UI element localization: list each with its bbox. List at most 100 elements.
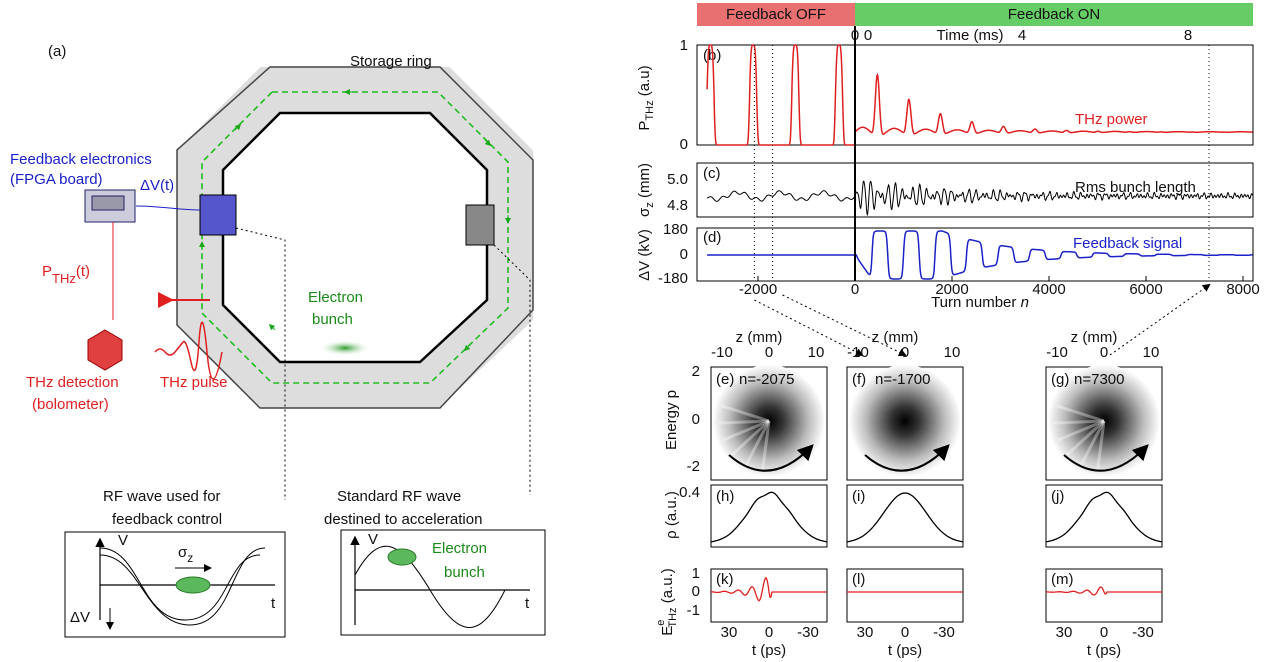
label: (j)	[1051, 488, 1064, 505]
label: THz detection	[26, 374, 119, 391]
phase-space-filament	[720, 404, 770, 423]
label: (k)	[716, 571, 734, 588]
phase-space-filament	[1079, 420, 1106, 467]
z-tick-label: 10	[1143, 344, 1160, 361]
z-tick-label: -10	[1046, 344, 1068, 361]
x-axis-label-part: Turn number	[931, 294, 1020, 311]
x-tick-label: 4000	[1032, 281, 1065, 298]
t-tick-label: 30	[1056, 624, 1073, 641]
label: Electron	[432, 540, 487, 557]
energy-tick-label: -2	[687, 458, 700, 475]
label: Feedback electronics	[10, 151, 152, 168]
label: (c)	[703, 165, 721, 182]
sigma-z-part: σ	[178, 544, 188, 561]
y-axis-label-part: ρ (a.u.)	[663, 491, 680, 539]
feedback-on-bar	[855, 3, 1253, 26]
t-tick-label: -30	[933, 624, 955, 641]
t-tick-label: 0	[765, 624, 773, 641]
label: Electron	[308, 289, 363, 306]
phase-space-filament	[744, 420, 771, 467]
t-tick-label: 0	[1100, 624, 1108, 641]
label: (i)	[852, 488, 865, 505]
field-curve	[710, 576, 827, 602]
label: t	[525, 595, 530, 612]
y-axis-label-part: e	[655, 620, 667, 626]
z-tick-label: 0	[765, 344, 773, 361]
y-tick-label: -180	[658, 270, 688, 287]
storage-ring	[64, 66, 546, 638]
label: Feedback ON	[1008, 6, 1101, 23]
label: n=-2075	[739, 371, 794, 388]
label: z (mm)	[736, 329, 783, 346]
x-axis-label: Turn number n	[931, 294, 1029, 311]
label: z (mm)	[872, 329, 919, 346]
x-tick-label: 0	[851, 281, 859, 298]
t-tick-label: -30	[797, 624, 819, 641]
rotation-arrow	[1063, 444, 1149, 472]
label: (a)	[48, 43, 66, 60]
energy-tick-label: 0	[692, 411, 700, 428]
y-tick-label: 5.0	[667, 171, 688, 188]
label: n=-1700	[875, 371, 930, 388]
label: z (mm)	[1071, 329, 1118, 346]
label: feedback control	[112, 511, 222, 528]
t-tick-label: 0	[901, 624, 909, 641]
field-frame	[1045, 568, 1163, 623]
label: (f)	[852, 371, 866, 388]
label: THz power	[1075, 111, 1148, 128]
z-tick-label: -10	[847, 344, 869, 361]
p-thz-label-part: (t)	[76, 263, 90, 280]
phase-space-filament	[761, 420, 771, 471]
y-axis-label-part: (a.u.)	[659, 568, 676, 607]
y-axis-label-part: THz	[644, 100, 656, 120]
field-frame	[710, 568, 828, 623]
label: Standard RF wave	[337, 488, 461, 505]
x-axis-label-part: n	[1021, 294, 1029, 311]
t-tick-label: 30	[721, 624, 738, 641]
phase-space-filament	[1057, 419, 1105, 442]
field-frame	[846, 568, 964, 623]
t-tick-label: 30	[857, 624, 874, 641]
snapshot-arrow	[754, 299, 864, 356]
time-tick-label: 8	[1184, 27, 1192, 44]
phase-space-filament	[1055, 404, 1105, 423]
plot-frame	[696, 227, 1254, 282]
e-tick-label: 1	[692, 565, 700, 582]
label: Time (ms)	[937, 27, 1004, 44]
plot-frame	[696, 162, 1254, 218]
label: THz pulse	[160, 374, 228, 391]
rho-curve	[846, 492, 964, 543]
e-tick-label: 0	[692, 583, 700, 600]
p-thz-label: PTHz(t)	[42, 263, 90, 286]
e-tick-label: -1	[687, 602, 700, 619]
label: (e)	[716, 371, 734, 388]
label: V	[118, 532, 128, 549]
label: t (ps)	[888, 642, 922, 659]
label: t	[271, 595, 276, 612]
label: t (ps)	[1087, 642, 1121, 659]
phase-space-filament	[1053, 419, 1105, 425]
z-tick-label: 0	[901, 344, 909, 361]
rho-frame	[710, 484, 828, 548]
label: (bolometer)	[32, 396, 109, 413]
x-tick-label: 2000	[935, 281, 968, 298]
y-axis-label-part: (a.u)	[636, 65, 653, 100]
p-thz-label-part: THz	[52, 271, 76, 286]
label: (h)	[716, 488, 734, 505]
y-tick-label: 0	[680, 246, 688, 263]
label: (FPGA board)	[10, 171, 103, 188]
snapshot-arrow	[1109, 283, 1211, 356]
rho-curve	[1045, 491, 1163, 543]
y-axis-label: PTHz (a.u)	[636, 65, 656, 130]
y-tick-label: 180	[663, 221, 688, 238]
time-tick-label: 0	[864, 27, 872, 44]
time-tick-label: 4	[1018, 27, 1026, 44]
phase-space-filament	[1066, 419, 1106, 456]
field-curve	[1046, 586, 1162, 596]
label: ΔV	[70, 609, 90, 626]
y-axis-label: EeTHz (a.u.)	[655, 568, 679, 636]
y-axis-label-part: E	[659, 626, 676, 636]
thz-power-curve	[706, 44, 1253, 146]
y-axis-label-part: ΔV (kV)	[636, 229, 653, 281]
rho-curve	[710, 491, 828, 543]
